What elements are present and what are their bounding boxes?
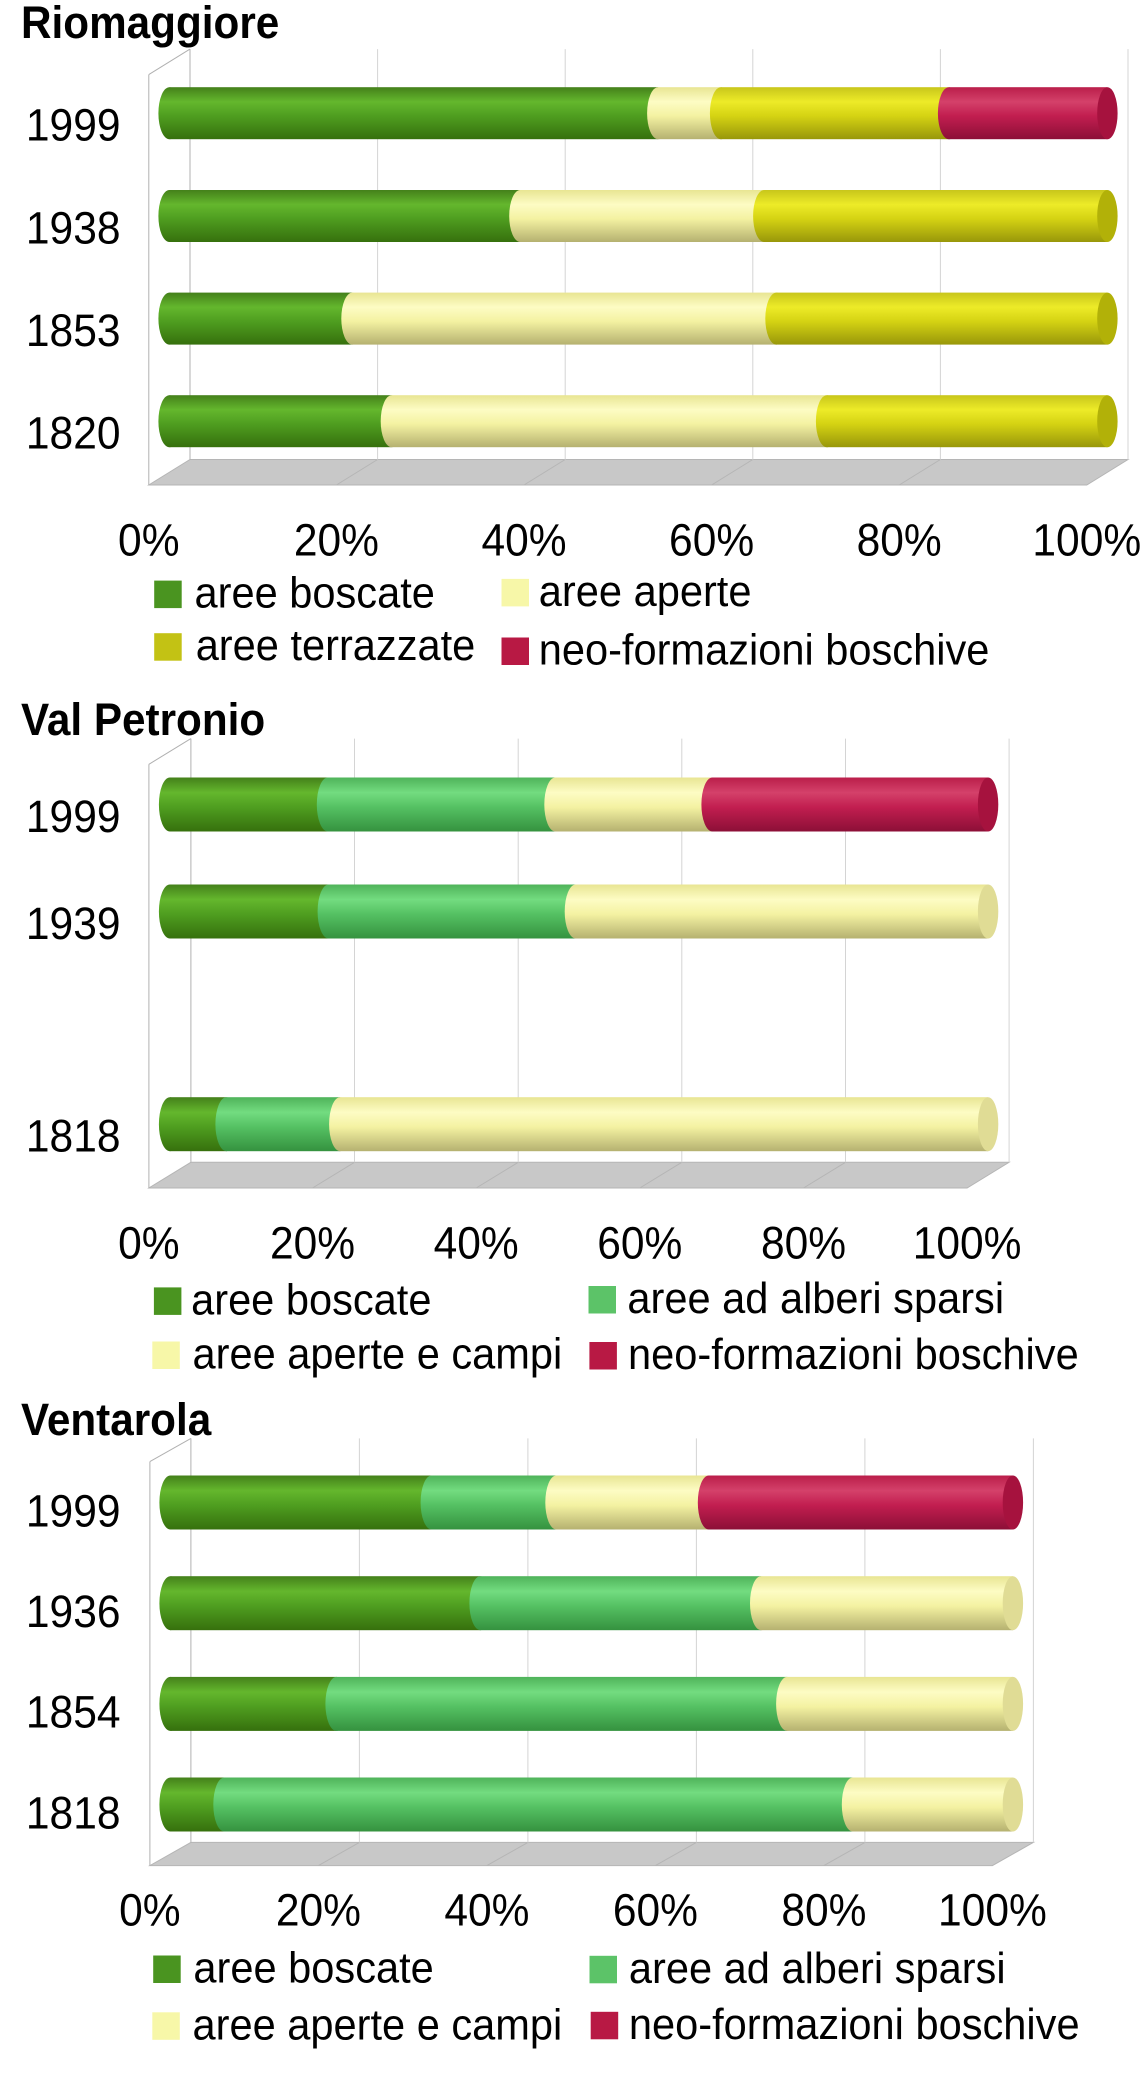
svg-text:20%: 20% (294, 515, 379, 566)
svg-text:neo-formazioni boschive: neo-formazioni boschive (539, 626, 990, 675)
svg-text:80%: 80% (781, 1885, 866, 1936)
svg-text:1853: 1853 (26, 305, 121, 356)
svg-text:0%: 0% (118, 515, 180, 566)
svg-text:1999: 1999 (26, 1485, 121, 1536)
svg-text:aree boscate: aree boscate (191, 1275, 431, 1324)
svg-text:60%: 60% (669, 515, 754, 566)
svg-text:1854: 1854 (26, 1687, 121, 1738)
svg-text:Ventarola: Ventarola (21, 1394, 212, 1445)
svg-text:100%: 100% (913, 1218, 1022, 1269)
svg-text:100%: 100% (938, 1885, 1047, 1936)
svg-text:40%: 40% (434, 1218, 519, 1269)
svg-text:1999: 1999 (26, 791, 121, 842)
svg-text:aree boscate: aree boscate (193, 1944, 433, 1993)
svg-text:1820: 1820 (26, 408, 121, 459)
svg-text:80%: 80% (857, 515, 942, 566)
svg-text:60%: 60% (597, 1218, 682, 1269)
svg-text:1938: 1938 (26, 202, 121, 253)
svg-text:20%: 20% (276, 1885, 361, 1936)
svg-text:Val Petronio: Val Petronio (21, 694, 265, 745)
svg-text:80%: 80% (761, 1218, 846, 1269)
svg-text:aree aperte e campi: aree aperte e campi (193, 1330, 563, 1379)
svg-text:40%: 40% (444, 1885, 529, 1936)
svg-text:40%: 40% (481, 515, 566, 566)
svg-text:aree terrazzate: aree terrazzate (196, 621, 476, 670)
svg-text:neo-formazioni boschive: neo-formazioni boschive (629, 2000, 1080, 2049)
svg-text:1818: 1818 (26, 1787, 121, 1838)
svg-text:20%: 20% (270, 1218, 355, 1269)
svg-text:60%: 60% (613, 1885, 698, 1936)
svg-text:0%: 0% (118, 1218, 180, 1269)
svg-text:0%: 0% (119, 1885, 181, 1936)
svg-text:1818: 1818 (26, 1111, 121, 1162)
svg-text:100%: 100% (1032, 515, 1141, 566)
svg-text:aree ad alberi sparsi: aree ad alberi sparsi (629, 1944, 1006, 1993)
svg-text:1999: 1999 (26, 100, 121, 151)
svg-text:neo-formazioni boschive: neo-formazioni boschive (628, 1330, 1079, 1379)
svg-text:1939: 1939 (26, 898, 121, 949)
svg-text:aree boscate: aree boscate (195, 569, 435, 618)
svg-text:aree ad alberi sparsi: aree ad alberi sparsi (627, 1274, 1004, 1323)
svg-text:1936: 1936 (26, 1586, 121, 1637)
svg-text:aree aperte e campi: aree aperte e campi (193, 2000, 563, 2049)
svg-text:aree aperte: aree aperte (539, 567, 752, 616)
svg-text:Riomaggiore: Riomaggiore (21, 0, 279, 48)
